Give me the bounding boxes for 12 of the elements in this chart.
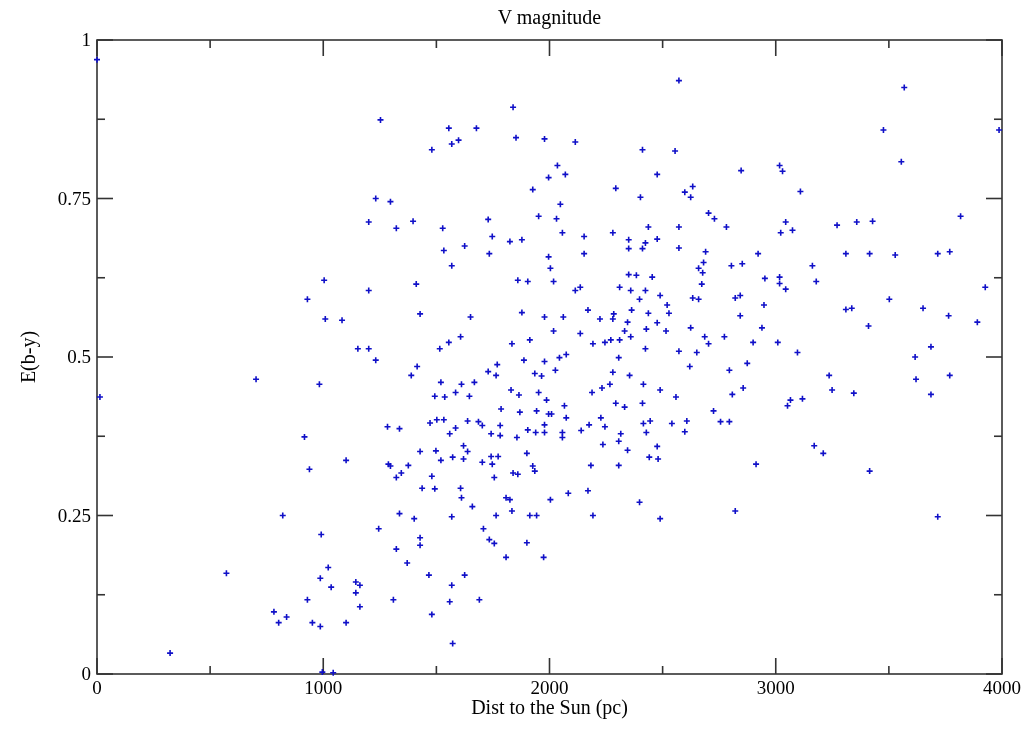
y-tick-label: 0.75 [57,187,91,209]
x-tick-label: 3000 [756,677,795,698]
y-tick-label: 0.25 [57,504,91,526]
y-tick-label: 0 [81,663,91,684]
y-tick-label: 0.5 [67,346,91,367]
x-tick-label: 4000 [983,677,1021,698]
x-axis-title: Dist to the Sun (pc) [471,696,628,719]
y-tick-label: 1 [81,29,91,50]
y-axis-title: E(b-y) [17,330,40,384]
x-tick-label: 2000 [530,677,569,698]
x2-axis-title: V magnitude [497,6,602,29]
x-tick-label: 1000 [304,677,343,698]
